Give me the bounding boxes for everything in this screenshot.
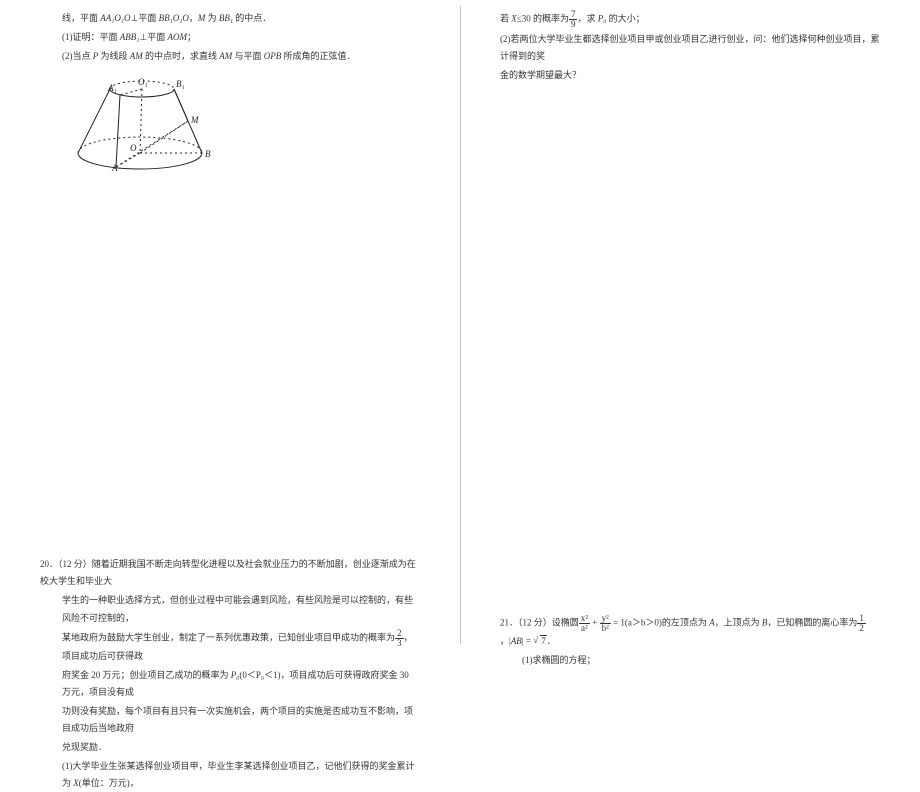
- q20-line6: 兑现奖励．: [40, 739, 420, 756]
- text: | =: [522, 636, 533, 646]
- left-column: 线，平面 AA₁O₁O⊥平面 BB₁O₁O，M 为 BB₁ 的中点． (1)证明…: [0, 0, 460, 650]
- text: ⊥平面: [139, 32, 167, 42]
- text: (单位：万元)，: [79, 778, 139, 788]
- label-A1: A₁: [107, 83, 117, 93]
- q21-block: 21．（12 分）设椭圆x²a² + y²b² = 1(a＞b＞0)的左顶点为 …: [500, 614, 880, 669]
- text: ，|: [500, 636, 511, 646]
- text: 若: [500, 14, 511, 24]
- label-B: B: [205, 149, 211, 159]
- q20c-part2a: (2)若两位大学毕业生都选择创业项目甲或创业项目乙进行创业，问：他们选择何种创业…: [500, 31, 880, 65]
- q19-part1: (1)证明：平面 ABB₁⊥平面 AOM；: [40, 29, 420, 46]
- fraction-icon: 12: [857, 614, 866, 633]
- label-O: O: [130, 143, 137, 153]
- q19-line1: 线，平面 AA₁O₁O⊥平面 BB₁O₁O，M 为 BB₁ 的中点．: [40, 10, 420, 27]
- fraction-icon: y²b²: [600, 614, 611, 633]
- q20-line2: 学生的一种职业选择方式，但创业过程中可能会遇到风险，有些风险是可以控制的，有些风…: [40, 592, 420, 626]
- text: (1)求椭圆的方程；: [522, 655, 596, 665]
- q21-line1: 21．（12 分）设椭圆x²a² + y²b² = 1(a＞b＞0)的左顶点为 …: [500, 614, 880, 650]
- label-A: A: [111, 163, 118, 173]
- q21-points: （12 分）: [518, 618, 552, 628]
- text: (0＜P₀＜1): [239, 670, 280, 680]
- text: 的中点．: [233, 13, 271, 23]
- fraction-icon: 23: [395, 629, 404, 648]
- q20-line1: 20．（12 分）随着近期我国不断走向转型化进程以及社会就业压力的不断加剧，创业…: [40, 556, 420, 590]
- text: (2)当点: [62, 51, 93, 61]
- sym: BB₁: [219, 13, 233, 23]
- text: 与平面: [232, 51, 264, 61]
- q20-points: （12 分）: [58, 559, 92, 569]
- sym: BB₁O₁O: [159, 13, 189, 23]
- sym: AM: [219, 51, 232, 61]
- q20-line3: 某地政府为鼓励大学生创业，制定了一系列优惠政策，已知创业项目甲成功的概率为23，…: [40, 629, 420, 665]
- text: 线，平面: [62, 13, 100, 23]
- sym: AB: [511, 636, 522, 646]
- text: ，上顶点为: [715, 618, 762, 628]
- q20-number: 20．: [40, 559, 58, 569]
- text: ；: [187, 32, 196, 42]
- text: 设椭圆: [552, 618, 579, 628]
- fraction-icon: x²a²: [579, 614, 590, 633]
- text: ，已知椭圆的离心率为: [767, 618, 857, 628]
- q20-part1: (1)大学毕业生张某选择创业项目甲，毕业生李某选择创业项目乙，记他们获得的奖金累…: [40, 758, 420, 792]
- text: ．: [547, 636, 556, 646]
- text: 功则没有奖励，每个项目有且只有一次实施机会，两个项目的实施是否成功互不影响，项目…: [62, 706, 413, 733]
- q20c-part2b: 金的数学期望最大？: [500, 67, 880, 84]
- text: 随着近期我国不断走向转型化进程以及社会就业压力的不断加剧，创业逐渐成为在校大学生…: [40, 559, 416, 586]
- text: 的中点时，求直线: [143, 51, 220, 61]
- q20-line4: 府奖金 20 万元；创业项目乙成功的概率为 P₀(0＜P₀＜1)，项目成功后可获…: [40, 667, 420, 701]
- q20-line5: 功则没有奖励，每个项目有且只有一次实施机会，两个项目的实施是否成功互不影响，项目…: [40, 703, 420, 737]
- text: ≤30 的概率为: [517, 14, 569, 24]
- text: 学生的一种职业选择方式，但创业过程中可能会遇到风险，有些风险是可以控制的，有些风…: [62, 595, 413, 622]
- text: 所成角的正弦值．: [281, 51, 355, 61]
- sym: P₀: [231, 670, 240, 680]
- text: ⊥平面: [131, 13, 159, 23]
- sym: AOM: [167, 32, 187, 42]
- text: 为线段: [98, 51, 130, 61]
- q19-part2: (2)当点 P 为线段 AM 的中点时，求直线 AM 与平面 OPB 所成角的正…: [40, 48, 420, 65]
- sym: AA₁O₁O: [100, 13, 130, 23]
- q21-number: 21．: [500, 618, 518, 628]
- text: 为: [205, 13, 219, 23]
- text: 金的数学期望最大？: [500, 70, 581, 80]
- text: 某地政府为鼓励大学生创业，制定了一系列优惠政策，已知创业项目甲成功的概率为: [62, 632, 395, 642]
- text: ，求: [577, 14, 597, 24]
- frustum-figure: A B A₁ B₁ O O₁ M: [68, 71, 223, 176]
- sym: ABB₁: [120, 32, 140, 42]
- right-column: 若 X≤30 的概率为79，求 P₀ 的大小； (2)若两位大学毕业生都选择创业…: [460, 0, 920, 650]
- text: = 1(a＞b＞0)的左顶点为: [611, 618, 709, 628]
- text: ，: [189, 13, 198, 23]
- label-O1: O₁: [138, 77, 148, 87]
- sym: OPB: [264, 51, 282, 61]
- label-B1: B₁: [176, 79, 185, 89]
- q20-block: 20．（12 分）随着近期我国不断走向转型化进程以及社会就业压力的不断加剧，创业…: [40, 556, 420, 792]
- text: (1)证明：平面: [62, 32, 120, 42]
- text: (2)若两位大学毕业生都选择创业项目甲或创业项目乙进行创业，问：他们选择何种创业…: [500, 34, 880, 61]
- text: 兑现奖励．: [62, 742, 107, 752]
- sqrt-icon: 7: [533, 633, 547, 650]
- label-M: M: [190, 115, 199, 125]
- q21-part1: (1)求椭圆的方程；: [500, 652, 880, 669]
- text: 府奖金 20 万元；创业项目乙成功的概率为: [62, 670, 231, 680]
- text: 的大小；: [606, 14, 644, 24]
- q20c-line1: 若 X≤30 的概率为79，求 P₀ 的大小；: [500, 10, 880, 29]
- sym: AM: [130, 51, 143, 61]
